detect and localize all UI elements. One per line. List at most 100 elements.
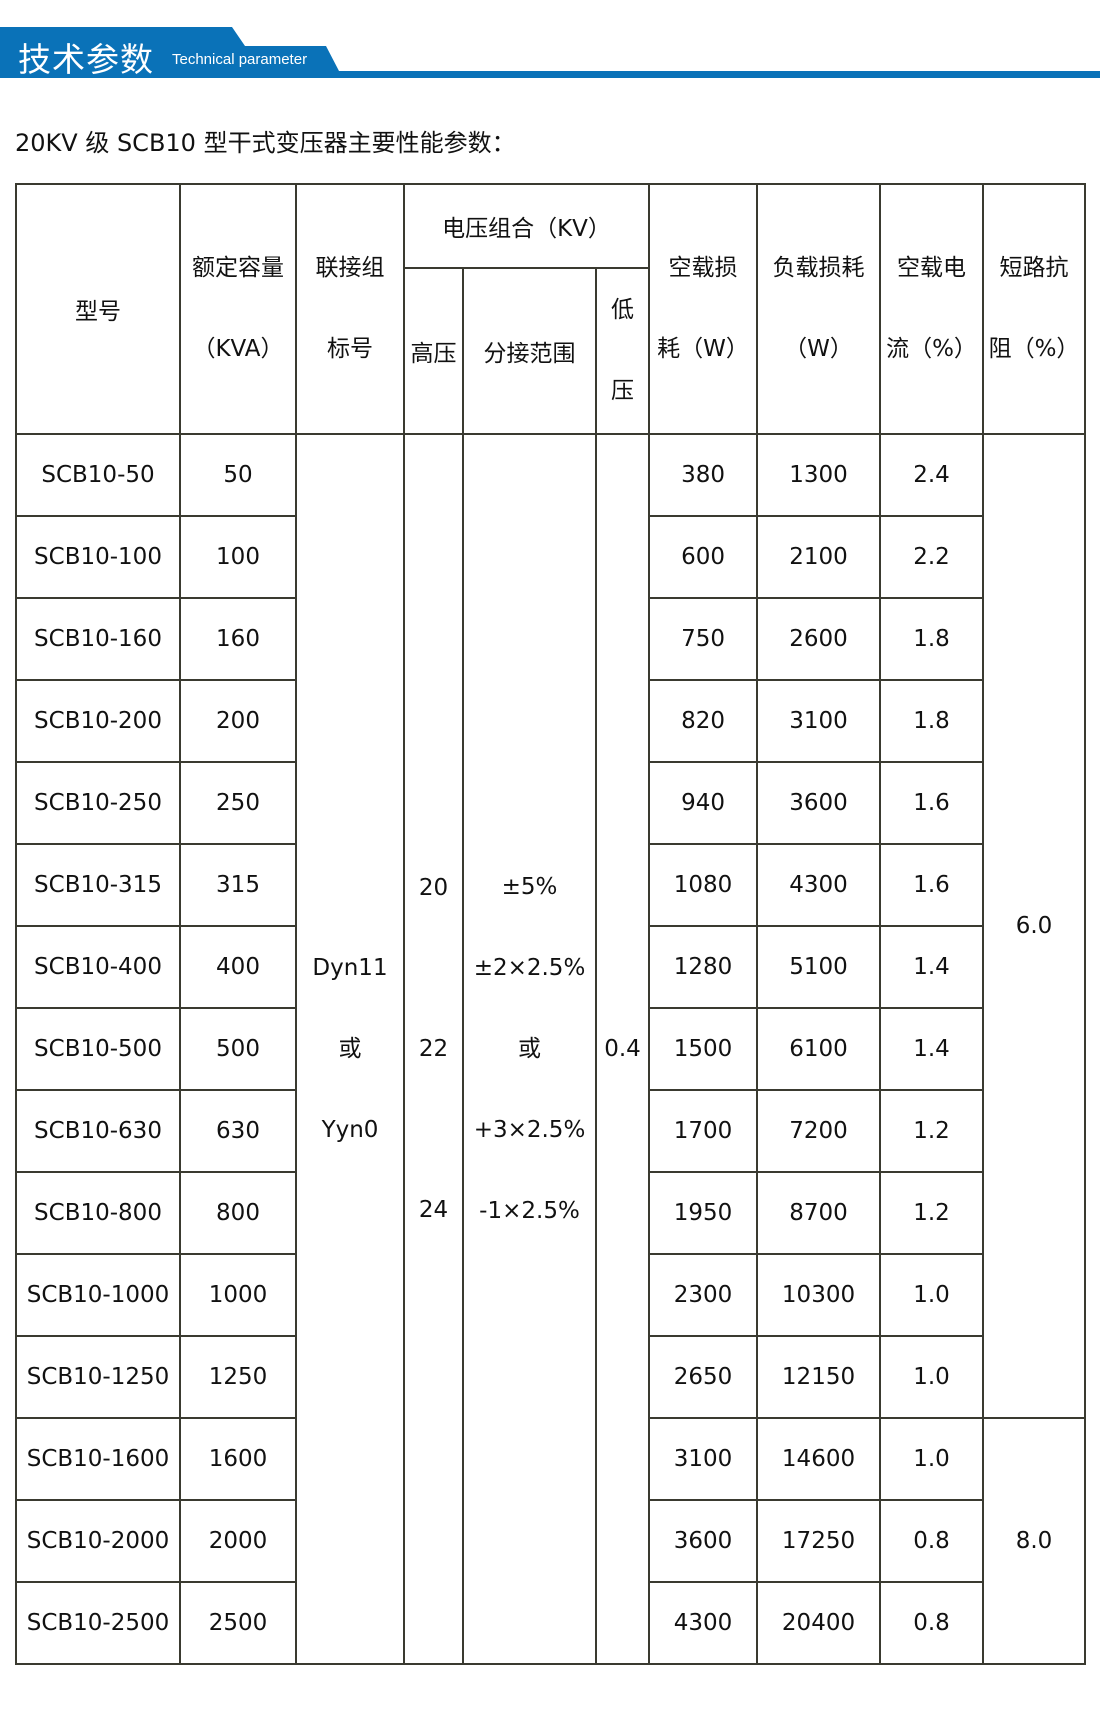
- no-load-loss-cell: 820: [648, 679, 759, 763]
- no-load-current-cell: 1.8: [879, 679, 985, 763]
- capacity-cell: 1250: [179, 1335, 297, 1419]
- no-load-loss-cell: 1950: [648, 1171, 759, 1255]
- table-row: SCB10-315 315 1080 4300 1.6: [15, 843, 1085, 927]
- load-loss-cell: 20400: [756, 1581, 882, 1665]
- no-load-loss-cell: 1700: [648, 1089, 759, 1173]
- header-load-loss: 负载损耗 （W）: [756, 183, 882, 435]
- table-row: SCB10-1000 1000 2300 10300 1.0: [15, 1253, 1085, 1337]
- no-load-loss-cell: 2650: [648, 1335, 759, 1419]
- load-loss-cell: 2600: [756, 597, 882, 681]
- model-cell: SCB10-160: [15, 597, 181, 681]
- capacity-cell: 2500: [179, 1581, 297, 1665]
- header-tap: 分接范围: [462, 267, 597, 435]
- model-cell: SCB10-1600: [15, 1417, 181, 1501]
- no-load-loss-cell: 4300: [648, 1581, 759, 1665]
- no-load-loss-cell: 2300: [648, 1253, 759, 1337]
- hv-cell: 20 22 24: [403, 433, 464, 1665]
- load-loss-cell: 7200: [756, 1089, 882, 1173]
- spec-table: 型号 额定容量 （KVA） 联接组 标号 电压组合（KV） 空载损 耗（W） 负载损耗…: [15, 183, 1087, 1665]
- model-cell: SCB10-2000: [15, 1499, 181, 1583]
- table-row: SCB10-2500 2500 4300 20400 0.8: [15, 1581, 1085, 1665]
- no-load-loss-cell: 750: [648, 597, 759, 681]
- model-cell: SCB10-200: [15, 679, 181, 763]
- no-load-current-cell: 1.0: [879, 1253, 985, 1337]
- no-load-current-cell: 1.2: [879, 1171, 985, 1255]
- load-loss-cell: 3100: [756, 679, 882, 763]
- no-load-current-cell: 1.0: [879, 1417, 985, 1501]
- header-impedance: 短路抗 阻（%）: [982, 183, 1087, 435]
- capacity-cell: 800: [179, 1171, 297, 1255]
- capacity-cell: 100: [179, 515, 297, 599]
- table-row: SCB10-500 500 1500 6100 1.4: [15, 1007, 1085, 1091]
- table-title: 20KV 级 SCB10 型干式变压器主要性能参数：: [15, 129, 516, 157]
- no-load-current-cell: 1.6: [879, 843, 985, 927]
- banner-title: 技术参数: [18, 40, 154, 79]
- capacity-cell: 160: [179, 597, 297, 681]
- no-load-loss-cell: 3600: [648, 1499, 759, 1583]
- capacity-cell: 500: [179, 1007, 297, 1091]
- capacity-cell: 315: [179, 843, 297, 927]
- no-load-current-cell: 1.8: [879, 597, 985, 681]
- model-cell: SCB10-500: [15, 1007, 181, 1091]
- table-row: SCB10-630 630 1700 7200 1.2: [15, 1089, 1085, 1173]
- capacity-cell: 400: [179, 925, 297, 1009]
- capacity-cell: 1600: [179, 1417, 297, 1501]
- header-capacity: 额定容量 （KVA）: [179, 183, 297, 435]
- no-load-current-cell: 1.0: [879, 1335, 985, 1419]
- load-loss-cell: 3600: [756, 761, 882, 845]
- no-load-loss-cell: 380: [648, 433, 759, 517]
- load-loss-cell: 8700: [756, 1171, 882, 1255]
- impedance-cell: 6.0: [982, 433, 1087, 1419]
- table-row: SCB10-160 160 750 2600 1.8: [15, 597, 1085, 681]
- capacity-cell: 1000: [179, 1253, 297, 1337]
- model-cell: SCB10-1250: [15, 1335, 181, 1419]
- load-loss-cell: 10300: [756, 1253, 882, 1337]
- table-row: SCB10-400 400 1280 5100 1.4: [15, 925, 1085, 1009]
- model-cell: SCB10-1000: [15, 1253, 181, 1337]
- table-row: SCB10-800 800 1950 8700 1.2: [15, 1171, 1085, 1255]
- table-row: SCB10-1600 1600 3100 14600 1.0 8.0: [15, 1417, 1087, 1665]
- no-load-current-cell: 1.6: [879, 761, 985, 845]
- capacity-cell: 630: [179, 1089, 297, 1173]
- no-load-loss-cell: 1500: [648, 1007, 759, 1091]
- header-connection: 联接组 标号: [295, 183, 405, 435]
- impedance-cell: 8.0: [982, 1417, 1087, 1665]
- no-load-loss-cell: 3100: [648, 1417, 759, 1501]
- header-lv: 低压: [594, 267, 651, 435]
- no-load-current-cell: 0.8: [879, 1581, 985, 1665]
- load-loss-cell: 12150: [756, 1335, 882, 1419]
- load-loss-cell: 4300: [756, 843, 882, 927]
- table-row: SCB10-250 250 940 3600 1.6: [15, 761, 1085, 845]
- connection-group-cell: Dyn11 或 Yyn0: [295, 433, 405, 1665]
- no-load-loss-cell: 940: [648, 761, 759, 845]
- no-load-loss-cell: 1080: [648, 843, 759, 927]
- load-loss-cell: 5100: [756, 925, 882, 1009]
- tap-range-cell: ±5% ±2×2.5% 或 +3×2.5% -1×2.5%: [462, 433, 597, 1665]
- model-cell: SCB10-315: [15, 843, 181, 927]
- no-load-current-cell: 2.4: [879, 433, 985, 517]
- table-row: SCB10-50 50 Dyn11 或 Yyn0 20 22 24 ±5% ±2×2.5% 或 +3×…: [15, 433, 1087, 1665]
- capacity-cell: 2000: [179, 1499, 297, 1583]
- model-cell: SCB10-400: [15, 925, 181, 1009]
- model-cell: SCB10-50: [15, 433, 181, 517]
- no-load-current-cell: 1.4: [879, 1007, 985, 1091]
- table-row: SCB10-100 100 600 2100 2.2: [15, 515, 1085, 599]
- header-voltage-group: 电压组合（KV）: [402, 183, 651, 269]
- banner-shape: [0, 27, 1100, 78]
- no-load-current-cell: 0.8: [879, 1499, 985, 1583]
- header-hv: 高压: [403, 267, 464, 435]
- load-loss-cell: 17250: [756, 1499, 882, 1583]
- capacity-cell: 200: [179, 679, 297, 763]
- no-load-loss-cell: 1280: [648, 925, 759, 1009]
- model-cell: SCB10-630: [15, 1089, 181, 1173]
- section-banner: 技术参数 Technical parameter: [0, 27, 1100, 79]
- model-cell: SCB10-100: [15, 515, 181, 599]
- header-no-load-loss: 空载损 耗（W）: [648, 183, 759, 435]
- banner-subtitle: Technical parameter: [172, 51, 308, 68]
- capacity-cell: 50: [179, 433, 297, 517]
- model-cell: SCB10-800: [15, 1171, 181, 1255]
- capacity-cell: 250: [179, 761, 297, 845]
- header-no-load-current: 空载电 流（%）: [879, 183, 985, 435]
- model-cell: SCB10-2500: [15, 1581, 181, 1665]
- load-loss-cell: 2100: [756, 515, 882, 599]
